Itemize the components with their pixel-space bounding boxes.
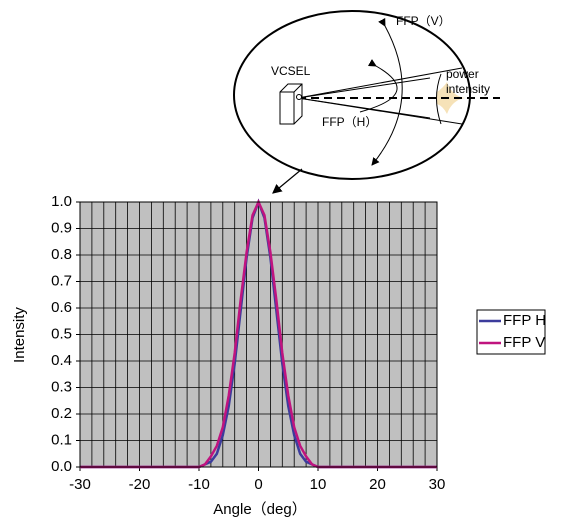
legend-label: FFP H [503,312,546,329]
x-tick-label: 20 [369,476,386,493]
ffp-h-arrow [359,59,398,113]
diagram: FFP（V） power intensity VCSEL FFP（H） [233,10,500,194]
x-tick-label: -10 [188,476,210,493]
y-tick-label: 1.0 [51,193,72,210]
x-tick-label: -30 [69,476,91,493]
vcsel-chip [279,83,303,125]
label: VCSEL [271,64,311,78]
intensity-profile [437,82,465,114]
beam-edge [297,97,431,119]
y-axis-label: Intensity [11,307,28,363]
plot-border [79,201,438,468]
x-tick-label: 30 [429,476,446,493]
diagram-ellipse [233,10,471,180]
y-tick-label: 0.5 [51,325,72,342]
beam-edge [297,77,431,99]
x-tick-label: 0 [254,476,262,493]
vcsel-chip-edge [280,83,303,124]
y-tick-label: 0.0 [51,458,72,475]
legend-label: FFP V [503,334,545,351]
wavefront [436,73,442,125]
label: power [446,67,479,81]
y-tick-label: 0.3 [51,378,72,395]
x-tick-label: -20 [129,476,151,493]
y-tick-label: 0.1 [51,431,72,448]
y-tick-label: 0.4 [51,352,72,369]
y-tick-label: 0.9 [51,219,72,236]
y-tick-label: 0.6 [51,299,72,316]
y-tick-label: 0.7 [51,272,72,289]
label: FFP（H） [322,115,377,129]
vcsel-aperture [296,94,302,100]
label: intensity [446,82,490,96]
x-tick-label: 10 [310,476,327,493]
legend [476,309,546,355]
x-axis-label: Angle（deg） [213,501,306,518]
ffp-v-arrow [371,17,403,166]
y-tick-label: 0.2 [51,405,72,422]
pointer-arrow [272,168,303,194]
y-tick-label: 0.8 [51,246,72,263]
label: FFP（V） [396,14,451,28]
